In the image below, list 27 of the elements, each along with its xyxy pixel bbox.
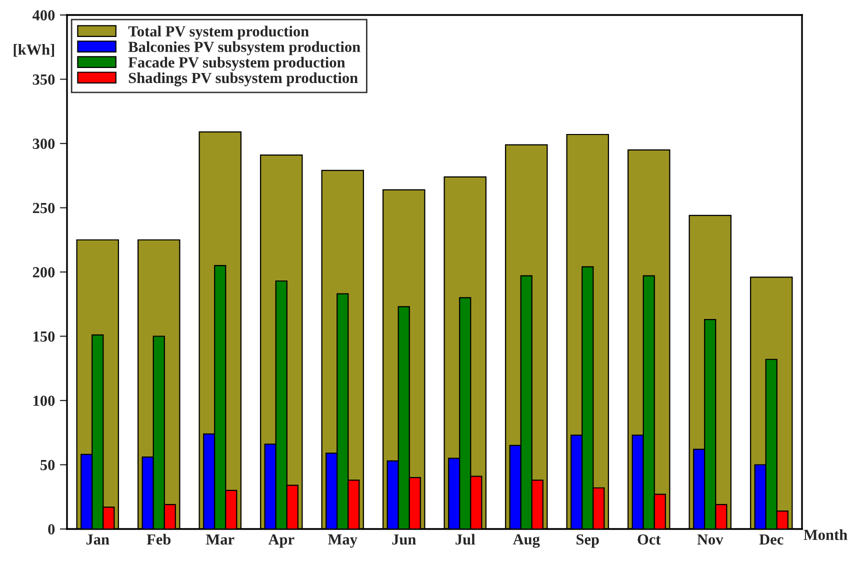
legend-label: Shadings PV subsystem production [128,72,358,86]
x-tick-label: May [328,534,358,548]
x-tick-label: Jan [86,534,110,545]
x-tick-label: Nov [697,534,724,545]
x-tick-label: Sep [576,534,599,548]
x-tick-label: Aug [512,534,540,548]
y-tick-label: 0 [48,524,55,534]
y-tick-label: 200 [32,267,55,278]
y-tick-label: 400 [32,10,55,20]
y-tick-label: 250 [32,202,55,214]
x-tick-label: Dec [759,534,784,545]
legend-label: Balconies PV subsystem production [128,41,360,56]
y-tick-label: 150 [34,331,55,342]
y-tick-label: 300 [32,138,55,149]
legend-label: Total PV system production [128,26,309,40]
x-tick-label: Mar [206,534,234,545]
y-tick-label: 350 [32,74,55,85]
x-tick-label: Feb [146,534,171,545]
x-tick-label: Apr [268,534,294,548]
y-tick-label: 50 [40,460,55,470]
y-tick-label: 100 [34,396,55,406]
y-axis-title: [kWh] [14,44,54,57]
x-tick-label: Jul [456,534,476,545]
x-tick-label: Jun [392,534,416,545]
x-tick-label: Oct [638,534,661,545]
legend-label: Facade PV subsystem production [128,56,346,71]
x-axis-title: Month [804,529,848,540]
